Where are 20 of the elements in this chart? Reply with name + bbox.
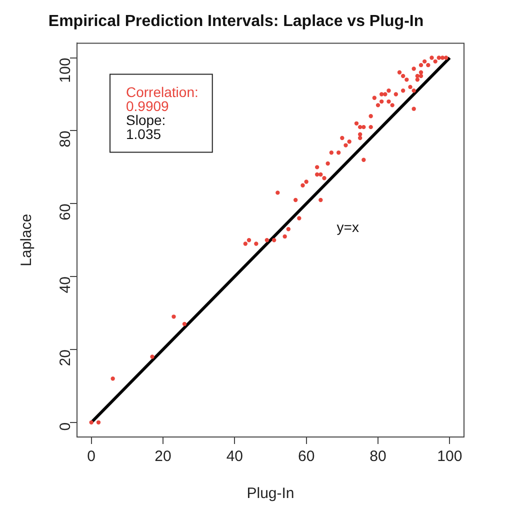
annotation: 0.9909 [126,98,170,114]
annotation: y=x [336,219,359,236]
annotation: Correlation: [126,84,198,100]
x-tick-label: 60 [298,448,315,466]
y-tick-label: 0 [57,422,74,431]
y-tick-label: 80 [57,130,74,148]
y-tick-label: 40 [57,276,74,294]
annotation: Slope: [126,112,166,128]
x-axis-title: Plug-In [246,485,294,502]
y-axis-title: Laplace [18,214,36,266]
x-tick-label: 0 [87,448,96,466]
chart-title: Empirical Prediction Intervals: Laplace vs Plug-In [48,13,424,30]
x-tick-label: 20 [154,448,172,466]
x-tick-label: 40 [226,448,244,466]
y-tick-label: 20 [57,349,74,366]
x-tick-label: 100 [437,448,462,466]
x-tick-label: 80 [370,448,386,466]
y-tick-label: 100 [57,58,74,83]
y-tick-label: 60 [57,204,74,220]
annotation: 1.035 [126,126,162,142]
